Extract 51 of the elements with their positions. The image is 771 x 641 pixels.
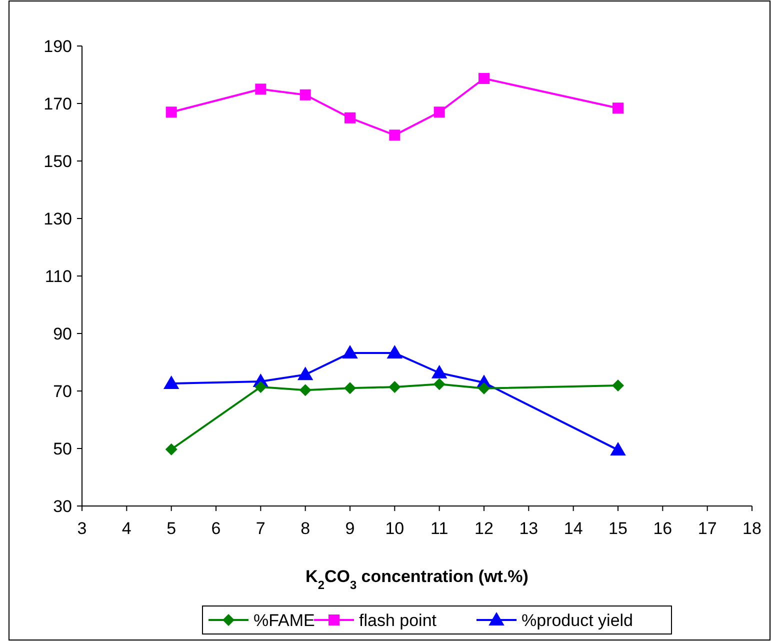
x-tick-label: 8 [300,519,310,538]
point [254,380,267,393]
x-tick-label: 3 [77,519,87,538]
point [387,346,402,359]
point [166,106,177,118]
point [298,367,313,380]
y-tick-label: 130 [44,209,72,228]
point [165,443,178,456]
x-tick-label: 13 [519,519,538,538]
point [434,106,445,118]
y-tick-label: 90 [53,324,72,344]
y-tick-label: 150 [44,152,72,171]
y-tick-label: 170 [44,94,72,114]
point [300,89,311,100]
x-tick-label: 9 [345,519,355,538]
point [344,112,356,124]
x-tick-label: 10 [385,519,404,538]
x-tick-label: 12 [474,519,494,538]
x-tick-label: 17 [698,519,717,538]
point [478,382,490,394]
point [255,84,266,95]
y-tick-label: 30 [53,496,72,516]
x-tick-label: 5 [166,519,176,538]
point [478,72,490,84]
x-tick-label: 16 [653,519,672,538]
legend-label: %FAME [254,610,315,630]
x-tick-label: 7 [256,519,266,538]
x-axis-title: K$_{2}$CO$_{3}$ concentration (wt.%) [306,567,528,592]
point [612,380,624,392]
legend-label: flash point [359,610,437,630]
x-tick-label: 6 [211,519,221,538]
point [164,376,179,390]
y-tick-label: 110 [44,266,72,286]
x-tick-label: 18 [742,519,762,538]
x-tick-label: 14 [564,519,583,538]
y-tick-label: 70 [53,382,72,401]
y-tick-label: 50 [53,439,72,458]
point [610,442,626,456]
point [389,130,400,141]
point [388,380,401,393]
point [432,365,447,378]
y-tick-label: 190 [44,36,72,56]
legend-label: %product yield [522,610,634,630]
point [612,102,624,114]
x-tick-label: 15 [608,519,628,538]
point [433,378,446,390]
x-tick-label: 4 [122,519,132,538]
point [342,346,358,359]
point [344,382,356,394]
x-tick-label: 11 [430,519,448,538]
point [299,384,312,396]
